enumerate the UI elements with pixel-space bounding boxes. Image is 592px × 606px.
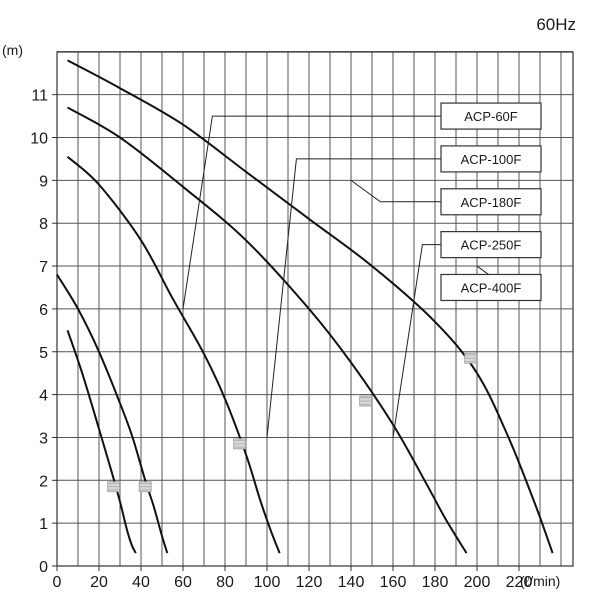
legend-leader-acp-100f bbox=[266, 158, 441, 438]
y-tick-label: 11 bbox=[31, 88, 48, 105]
legend-leader-acp-180f bbox=[350, 179, 441, 203]
y-tick-label: 3 bbox=[39, 430, 48, 447]
x-tick-label: 200 bbox=[464, 574, 491, 591]
series-line-acp-180f bbox=[66, 156, 281, 554]
y-tick-label: 5 bbox=[39, 345, 48, 362]
y-tick-label: 0 bbox=[39, 559, 48, 576]
series-line-acp-250f bbox=[67, 106, 468, 554]
series-marker-acp-180f bbox=[233, 438, 247, 450]
legend-box-acp-100f bbox=[440, 145, 542, 173]
x-tick-label: 160 bbox=[380, 574, 407, 591]
y-tick-label: 1 bbox=[39, 516, 48, 533]
x-tick-label: 60 bbox=[174, 574, 192, 591]
legend-box-acp-180f bbox=[440, 188, 542, 216]
legend-label-acp-180f: ACP-180F bbox=[461, 195, 522, 210]
legend-leader-acp-250f bbox=[392, 244, 441, 438]
x-tick-label: 180 bbox=[422, 574, 449, 591]
y-tick-label: 4 bbox=[39, 388, 48, 405]
series-marker-acp-100f bbox=[138, 481, 152, 493]
legend-box-acp-400f bbox=[440, 273, 542, 302]
series-layer bbox=[56, 59, 554, 554]
x-tick-label: 0 bbox=[53, 574, 62, 591]
x-tick-label: 220 bbox=[506, 574, 533, 591]
series-marker-acp-60f bbox=[107, 481, 121, 493]
y-tick-label: 2 bbox=[39, 473, 48, 490]
legend-box-acp-60f bbox=[440, 102, 542, 130]
series-marker-acp-400f bbox=[464, 352, 478, 364]
series-marker-acp-250f bbox=[359, 395, 373, 407]
x-tick-label: 80 bbox=[216, 574, 234, 591]
legend-box-acp-250f bbox=[440, 231, 542, 259]
y-tick-label: 8 bbox=[39, 216, 48, 233]
y-tick-label: 9 bbox=[39, 173, 48, 190]
legend-label-acp-250f: ACP-250F bbox=[461, 238, 522, 253]
x-tick-label: 140 bbox=[338, 574, 365, 591]
axes: 0 1 2 3 4 5 6 7 8 9 10 11 0 20 40 60 80 100 120 140 160 180 20… bbox=[30, 51, 574, 591]
x-tick-label: 120 bbox=[296, 574, 323, 591]
y-tick-label: 10 bbox=[30, 131, 48, 148]
legend-label-acp-100f: ACP-100F bbox=[461, 152, 522, 167]
legend-leader-acp-60f bbox=[182, 115, 441, 309]
x-axis-unit-label: (ℓ/min) bbox=[520, 573, 560, 589]
y-axis-unit-label: (m) bbox=[2, 42, 23, 58]
x-tick-label: 20 bbox=[90, 574, 108, 591]
x-tick-label: 40 bbox=[132, 574, 150, 591]
y-tick-label: 7 bbox=[39, 259, 48, 276]
legend-label-acp-400f: ACP-400F bbox=[461, 280, 522, 295]
legend-label-acp-60f: ACP-60F bbox=[464, 109, 518, 124]
y-tick-label: 6 bbox=[39, 302, 48, 319]
x-tick-label: 100 bbox=[254, 574, 281, 591]
series-line-acp-100f bbox=[56, 274, 169, 554]
legend: ACP-60F ACP-100F ACP-180F ACP-250F ACP-400F bbox=[182, 102, 542, 438]
series-line-acp-400f bbox=[67, 59, 554, 554]
frequency-label: 60Hz bbox=[536, 15, 576, 34]
